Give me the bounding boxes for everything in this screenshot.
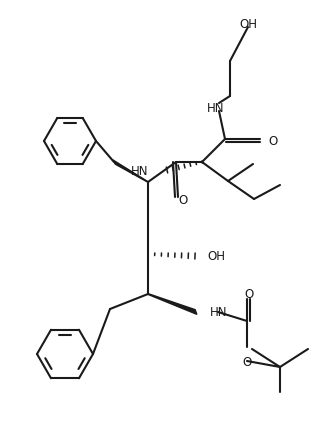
Text: HN: HN [210, 306, 228, 319]
Polygon shape [113, 160, 148, 183]
Text: HN: HN [207, 101, 225, 114]
Polygon shape [148, 294, 197, 315]
Text: OH: OH [207, 250, 225, 263]
Text: O: O [242, 355, 252, 368]
Text: HN: HN [130, 164, 148, 177]
Text: O: O [178, 193, 188, 206]
Text: O: O [244, 287, 254, 300]
Text: O: O [268, 134, 277, 147]
Text: OH: OH [239, 18, 257, 31]
